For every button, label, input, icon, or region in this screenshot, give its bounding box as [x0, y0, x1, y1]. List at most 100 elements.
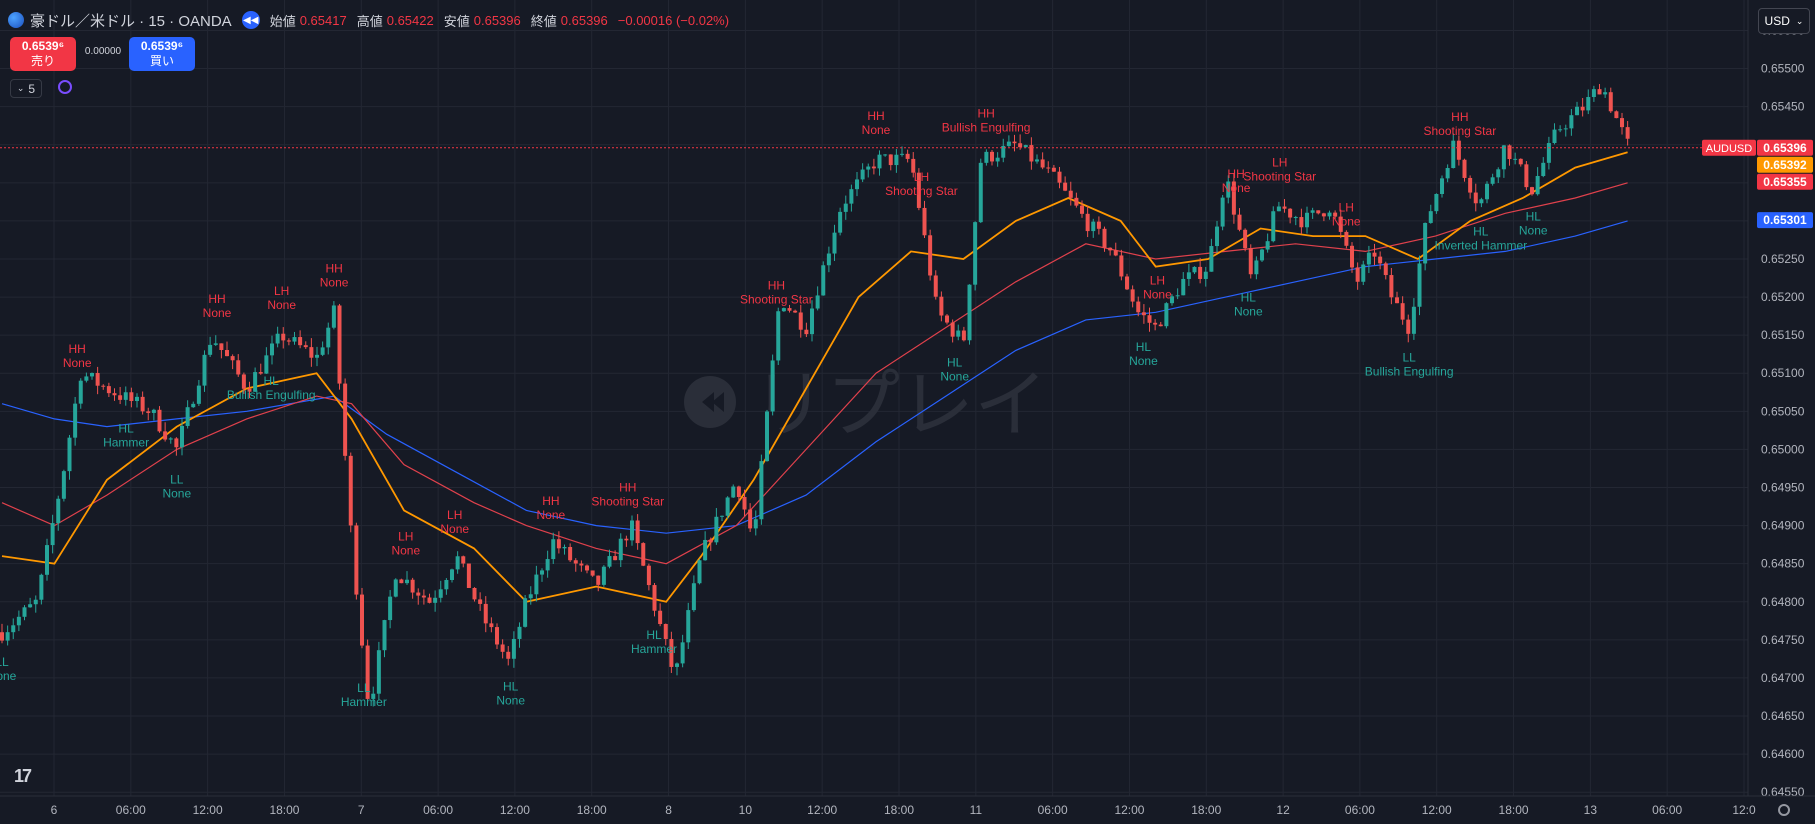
candle-body [646, 565, 651, 586]
replay-icon[interactable]: ◀◀ [241, 11, 260, 29]
candle-body [1141, 312, 1146, 316]
candle-body [382, 620, 387, 651]
indicators-toggle[interactable]: ⌄ 5 [10, 79, 42, 98]
gear-icon[interactable] [1778, 804, 1790, 816]
candle-body [1164, 303, 1169, 327]
low-label: 安値 [443, 13, 470, 29]
candle-body [1530, 187, 1535, 195]
candle-body [708, 539, 713, 543]
y-tick-label: 0.65100 [1761, 366, 1805, 380]
sell-button[interactable]: 0.6539⁶ 売り [10, 37, 76, 71]
symbol-tag [1702, 139, 1756, 156]
candle-body [286, 340, 291, 342]
swing-label: LH [914, 170, 929, 184]
candle-body [1479, 199, 1484, 204]
candle-body [483, 603, 488, 624]
candle-body [1080, 205, 1085, 214]
candle-body [793, 310, 798, 313]
spread-value: 0.00000 [84, 46, 122, 57]
swing-label: HH [325, 261, 342, 275]
x-tick-label: 06:00 [1038, 803, 1068, 817]
open-label: 始値 [269, 13, 296, 29]
candle-body [371, 693, 376, 699]
candle-body [123, 392, 128, 400]
candle-body [787, 308, 792, 311]
candle-body [1248, 248, 1253, 275]
candle-body [196, 385, 201, 404]
candle-body [1299, 217, 1304, 228]
candle-body [1198, 266, 1203, 279]
y-tick-label: 0.65250 [1761, 252, 1805, 266]
candle-body [545, 559, 550, 571]
swing-label: LL [0, 655, 9, 669]
buy-button[interactable]: 0.6539⁶ 買い [129, 37, 195, 71]
currency-button[interactable]: USD ⌄ [1758, 8, 1810, 34]
candle-body [348, 455, 353, 526]
candle-body [1580, 106, 1585, 111]
candle-body [315, 354, 320, 358]
candle-body [1507, 145, 1512, 160]
candle-body [1254, 260, 1259, 275]
sell-price: 0.6539⁶ [21, 39, 65, 53]
candle-body [129, 392, 134, 402]
candle-body [933, 275, 938, 297]
candle-body [804, 329, 809, 335]
candle-body [1372, 252, 1377, 257]
currency-label: USD [1764, 14, 1790, 28]
candle-body [303, 345, 308, 348]
candle-body [781, 308, 786, 312]
x-tick-label: 11 [970, 803, 983, 817]
x-tick-label: 12 [1276, 803, 1290, 817]
candle-body [1378, 256, 1383, 264]
swing-label: HH [1451, 110, 1468, 124]
candle-body [1586, 97, 1591, 111]
pattern-label: Hammer [103, 436, 149, 450]
sync-icon[interactable] [58, 80, 72, 94]
y-tick-label: 0.64750 [1761, 633, 1805, 647]
candle-body [16, 616, 21, 626]
candle-body [1091, 221, 1096, 232]
pattern-label: Shooting Star [885, 184, 958, 198]
candle-body [562, 546, 567, 549]
swing-label: LH [447, 508, 462, 522]
candle-body [1125, 276, 1130, 290]
swing-label: HH [619, 481, 636, 495]
candle-body [821, 265, 826, 296]
x-tick-label: 12:00 [1422, 803, 1452, 817]
candle-body [1389, 275, 1394, 298]
candle-body [866, 166, 871, 170]
candle-body [1074, 197, 1079, 206]
y-tick-label: 0.64700 [1761, 671, 1805, 685]
swing-label: LH [398, 529, 413, 543]
candle-body [911, 158, 916, 173]
swing-label: LH [1150, 273, 1165, 287]
candle-body [28, 604, 33, 608]
candle-body [84, 376, 89, 381]
candle-body [1445, 168, 1450, 179]
swing-label: HH [1227, 167, 1244, 181]
candle-body [1035, 159, 1040, 162]
candle-body [1113, 250, 1118, 256]
pattern-label: Bullish Engulfing [942, 121, 1031, 135]
symbol-title[interactable]: 豪ドル／米ドル · 15 · OANDA [30, 12, 232, 30]
candle-body [1226, 181, 1231, 198]
y-tick-label: 0.64600 [1761, 747, 1805, 761]
candle-body [590, 570, 595, 576]
candle-body [1428, 211, 1433, 223]
candle-body [1096, 221, 1101, 229]
candle-body [405, 579, 410, 584]
candle-body [1400, 303, 1405, 320]
candle-body [213, 343, 218, 345]
candle-body [354, 525, 359, 595]
candle-body [1361, 264, 1366, 282]
ema-slow-line [1, 220, 1628, 534]
x-tick-label: 18:00 [1499, 803, 1529, 817]
pattern-label: None [1143, 287, 1172, 301]
candle-body [1620, 118, 1625, 128]
x-tick-label: 12:00 [193, 803, 223, 817]
pattern-label: Shooting Star [740, 293, 813, 307]
candle-body [956, 330, 961, 337]
x-tick-label: 06:00 [116, 803, 146, 817]
candle-body [978, 162, 983, 223]
